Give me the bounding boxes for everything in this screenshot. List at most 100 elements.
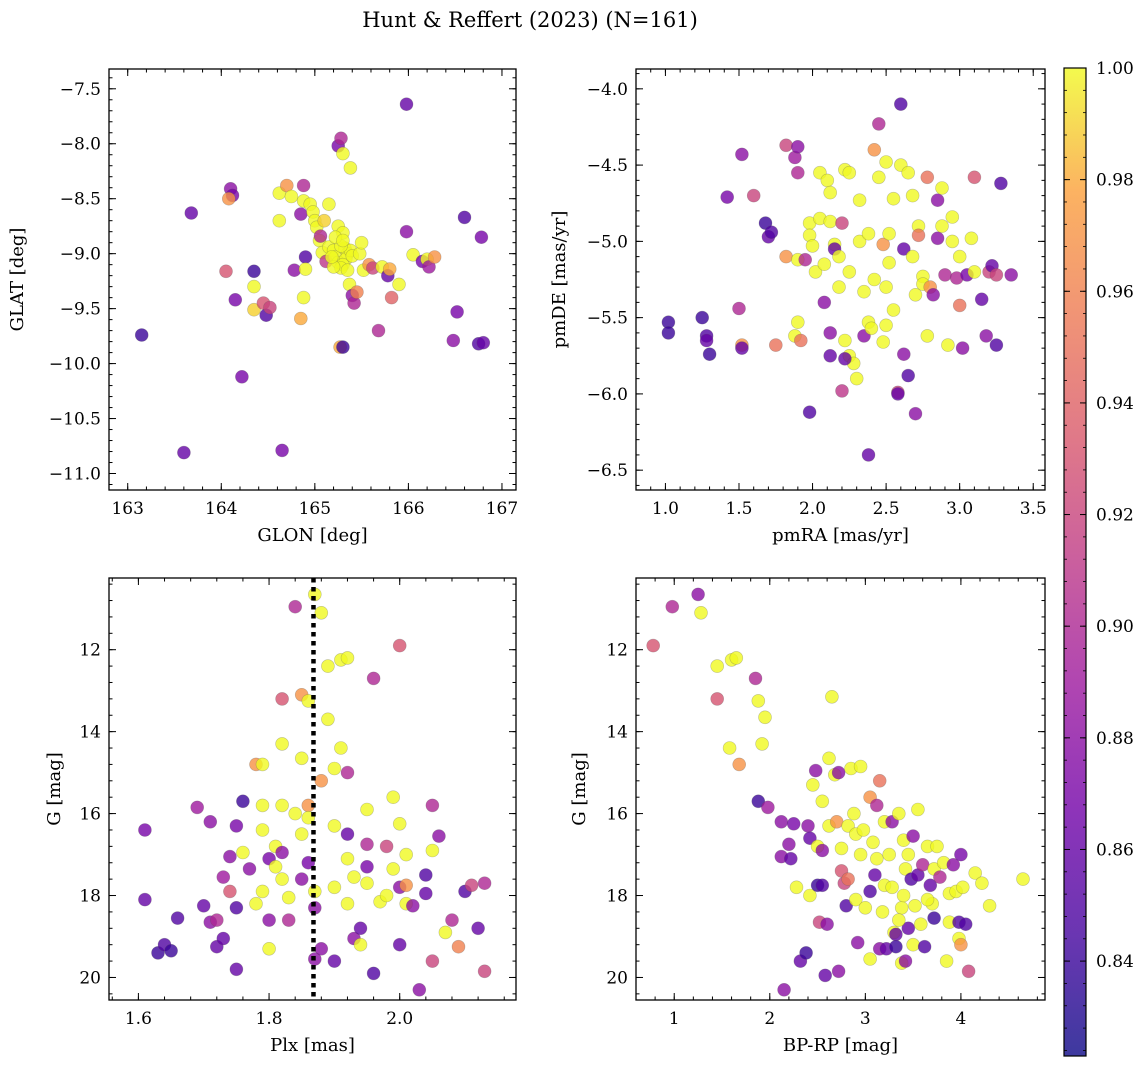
data-point <box>751 794 766 809</box>
data-point <box>967 170 982 185</box>
data-point <box>661 326 676 340</box>
data-point <box>923 878 938 893</box>
data-point <box>849 371 864 386</box>
data-point <box>832 249 846 264</box>
data-point <box>314 605 329 620</box>
data-point <box>871 117 886 131</box>
x-tick-label: 4 <box>955 1009 966 1029</box>
data-point <box>216 931 231 946</box>
y-tick-label: −8.0 <box>60 135 101 155</box>
data-point <box>360 802 374 817</box>
data-point <box>994 176 1008 191</box>
data-point <box>294 827 309 841</box>
data-point <box>438 925 453 940</box>
data-point <box>820 173 835 188</box>
data-point <box>861 448 876 462</box>
data-point <box>808 763 823 778</box>
data-point <box>842 165 857 180</box>
colorbar-tick-label: 0.92 <box>1096 506 1134 526</box>
x-tick-label: 164 <box>205 499 237 519</box>
data-point <box>982 898 997 913</box>
colorbar-tick-label: 0.94 <box>1096 394 1134 414</box>
y-tick-label: −4.0 <box>587 80 628 100</box>
data-point <box>755 737 769 751</box>
data-point <box>852 234 867 249</box>
data-point <box>823 326 838 340</box>
y-tick-label: −5.0 <box>587 232 628 252</box>
data-point <box>952 298 967 313</box>
data-point <box>294 872 309 886</box>
data-point <box>939 954 954 968</box>
data-point <box>886 191 901 206</box>
colorbar-tick-label: 0.90 <box>1096 617 1134 637</box>
data-point <box>917 939 932 954</box>
data-point <box>974 292 989 307</box>
data-point <box>835 384 849 398</box>
data-point <box>223 849 237 864</box>
data-point <box>327 761 342 776</box>
data-point <box>247 264 261 279</box>
data-point <box>1016 872 1030 886</box>
data-point <box>298 262 313 276</box>
data-point <box>476 335 491 350</box>
data-point <box>379 839 394 854</box>
data-point <box>896 242 911 256</box>
data-point <box>262 941 276 956</box>
axes-frame <box>635 68 1046 491</box>
data-point <box>789 880 804 895</box>
data-point <box>891 913 906 927</box>
data-point <box>764 225 779 239</box>
data-point <box>905 188 920 203</box>
data-point <box>869 851 884 866</box>
y-tick-label: −11.0 <box>49 465 101 485</box>
data-point <box>710 692 725 706</box>
data-point <box>405 898 420 913</box>
data-point <box>219 264 233 279</box>
data-point <box>841 819 855 833</box>
data-point <box>779 138 793 153</box>
data-point <box>901 921 916 936</box>
data-point <box>464 878 479 893</box>
data-point <box>856 823 871 837</box>
data-point <box>853 759 868 774</box>
data-point <box>327 819 342 833</box>
data-point <box>823 214 838 229</box>
y-tick-label: 14 <box>79 723 101 743</box>
data-point <box>952 249 967 264</box>
data-point <box>263 300 277 315</box>
data-point <box>893 97 908 111</box>
ticks <box>635 69 1045 490</box>
x-tick-label: 3.0 <box>946 499 973 519</box>
data-point <box>255 823 270 837</box>
panel-pmra-pmde: 1.0 1.5 2.0 2.5 3.0 3.5 −4.0 −4.5 −5.0 −5.5 −6.0 −6… <box>549 68 1047 546</box>
data-point <box>898 954 913 968</box>
data-point <box>379 888 394 903</box>
data-point <box>825 689 839 704</box>
y-tick-label: 12 <box>606 641 628 661</box>
data-point <box>255 884 270 899</box>
data-point <box>964 231 979 246</box>
data-point <box>722 741 737 755</box>
data-point <box>818 968 833 983</box>
data-point <box>967 265 982 279</box>
data-point <box>958 917 973 932</box>
x-tick-label: 2.5 <box>873 499 900 519</box>
data-point <box>353 937 368 952</box>
data-point <box>858 900 873 915</box>
points-bprp-g <box>646 587 1030 997</box>
x-tick-label: 2.0 <box>799 499 826 519</box>
data-point <box>216 870 231 884</box>
data-point <box>296 178 311 193</box>
data-point <box>203 814 218 829</box>
data-point <box>886 303 901 317</box>
data-point <box>879 155 893 169</box>
data-point <box>732 757 747 772</box>
data-point <box>799 946 813 960</box>
data-point <box>336 233 350 248</box>
data-point <box>935 219 949 233</box>
data-point <box>695 310 710 325</box>
data-point <box>170 911 185 925</box>
y-axis-label: GLAT [deg] <box>7 228 28 332</box>
data-point <box>882 226 896 241</box>
data-point <box>336 340 350 354</box>
